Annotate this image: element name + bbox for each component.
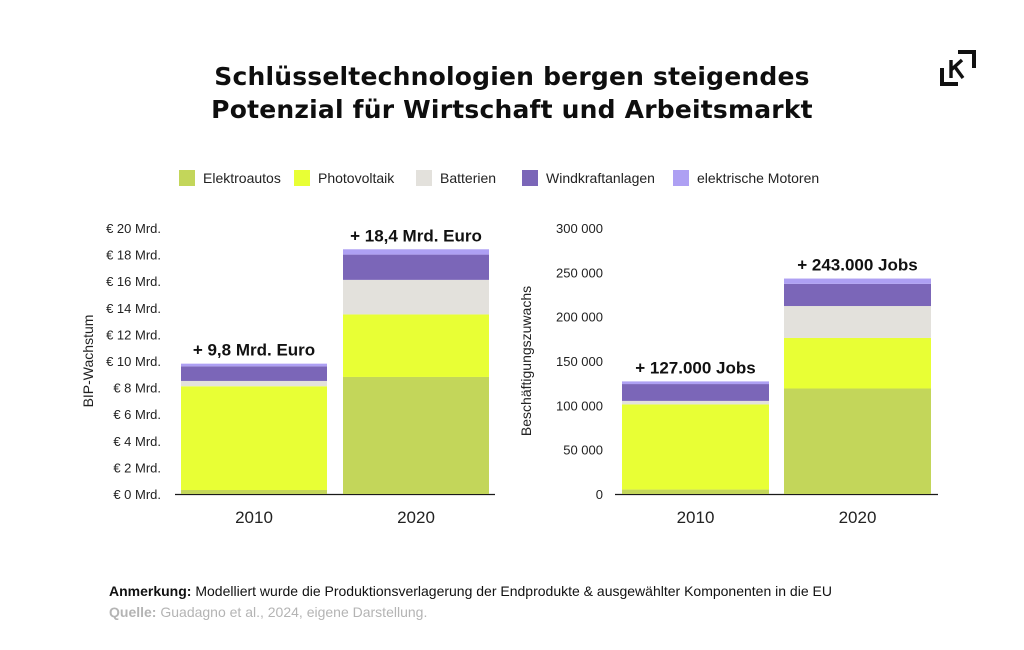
bar-segment-elektroautos [343,376,489,494]
bar-segment-photovoltaik [343,314,489,377]
legend-item-batterien: Batterien [416,168,496,188]
gdp-growth-chart: € 0 Mrd. € 2 Mrd. € 4 Mrd. € 6 Mrd. € 8 Mrd.… [80,221,495,527]
source-label: Quelle: [109,604,157,620]
legend-label: Elektroautos [203,170,281,186]
y-tick-label: 250 000 [556,265,603,280]
y-tick-label: € 20 Mrd. [106,221,161,236]
employment-growth-chart: 0 50 000 100 000 150 000 200 000 250 000 300 0… [518,221,938,527]
bar-segment-photovoltaik [181,386,327,491]
bar-segment-batterien [343,279,489,315]
legend-swatch [179,170,195,186]
legend-label: Windkraftanlagen [546,170,655,186]
bar-segment-elektroautos [181,490,327,494]
legend-swatch [673,170,689,186]
y-tick-label: € 10 Mrd. [106,354,161,369]
bar-segment-windkraftanlagen [622,384,769,401]
y-tick-label: € 18 Mrd. [106,248,161,263]
y-tick-label: € 14 Mrd. [106,301,161,316]
note-text: Modelliert wurde die Produktionsverlager… [191,583,832,599]
note-label: Anmerkung: [109,583,192,599]
source: Quelle: Guadagno et al., 2024, eigene Da… [109,604,427,620]
bar-segment-batterien [181,380,327,387]
y-tick-label: 300 000 [556,221,603,236]
y-tick-label: € 4 Mrd. [113,434,161,449]
bar-segment-elektrische-motoren [784,278,931,284]
legend-label: Photovoltaik [318,170,395,186]
note: Anmerkung: Modelliert wurde die Produkti… [109,583,832,599]
y-tick-label: € 6 Mrd. [113,407,161,422]
chart-title: Schlüsseltechnologien bergen steigendes … [0,60,1024,126]
bar-segment-windkraftanlagen [181,366,327,381]
y-tick-label: 100 000 [556,398,603,413]
bar-segment-elektroautos [784,388,931,494]
legend-item-elektroautos: Elektroautos [179,168,281,188]
legend: Elektroautos Photovoltaik Batterien Wind… [0,168,1024,192]
bar-segment-elektrische-motoren [181,363,327,367]
bar-segment-elektrische-motoren [622,381,769,385]
source-text: Guadagno et al., 2024, eigene Darstellun… [156,604,428,620]
title-line-2: Potenzial für Wirtschaft und Arbeitsmark… [211,95,813,124]
bar-segment-windkraftanlagen [784,283,931,307]
y-tick-label: 200 000 [556,310,603,325]
x-tick-label: 2010 [235,508,273,527]
total-label: + 9,8 Mrd. Euro [193,341,315,360]
x-tick-label: 2010 [677,508,715,527]
y-axis-label: BIP-Wachstum [80,315,96,408]
y-tick-label: 150 000 [556,354,603,369]
legend-label: elektrische Motoren [697,170,820,186]
bar-segment-windkraftanlagen [343,254,489,280]
legend-swatch [294,170,310,186]
x-tick-label: 2020 [839,508,877,527]
y-tick-label: € 12 Mrd. [106,327,161,342]
title-line-1: Schlüsseltechnologien bergen steigendes [214,62,810,91]
y-tick-label: 0 [596,487,603,502]
y-tick-label: 50 000 [563,443,603,458]
total-label: + 127.000 Jobs [635,358,756,377]
y-axis-label: Beschäftigungszuwachs [518,286,534,436]
total-label: + 18,4 Mrd. Euro [350,226,482,245]
y-tick-label: € 8 Mrd. [113,381,161,396]
bar-segment-photovoltaik [622,404,769,490]
legend-swatch [416,170,432,186]
bar-segment-batterien [622,400,769,405]
bar-segment-batterien [784,306,931,338]
legend-item-elektrische-motoren: elektrische Motoren [673,168,819,188]
bar-segment-elektrische-motoren [343,249,489,255]
y-tick-label: € 0 Mrd. [113,487,161,502]
legend-item-windkraftanlagen: Windkraftanlagen [522,168,655,188]
y-tick-label: € 16 Mrd. [106,274,161,289]
y-tick-label: € 2 Mrd. [113,460,161,475]
bar-segment-elektroautos [622,489,769,494]
legend-item-photovoltaik: Photovoltaik [294,168,394,188]
x-tick-label: 2020 [397,508,435,527]
legend-swatch [522,170,538,186]
bar-segment-photovoltaik [784,337,931,389]
total-label: + 243.000 Jobs [797,256,918,275]
k-bracket-logo-icon [940,50,976,86]
legend-label: Batterien [440,170,497,186]
